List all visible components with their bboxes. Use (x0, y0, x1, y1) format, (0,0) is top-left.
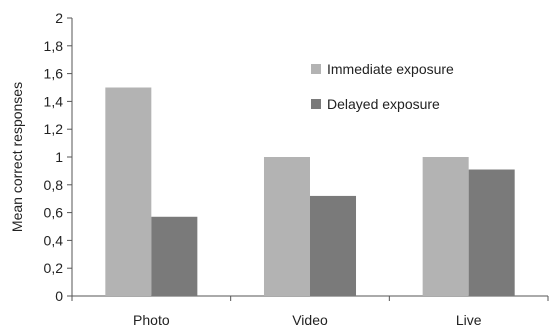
y-axis: 0 0,2 0,4 0,6 0,8 1 1,2 1,4 1,6 1,8 2 (44, 10, 73, 304)
bar-delayed-video (310, 195, 357, 296)
y-tick-label: 1,6 (44, 66, 64, 82)
y-tick-label: 1,2 (44, 121, 64, 137)
bar-immediate-live (422, 157, 469, 296)
y-axis-title: Mean correct responses (9, 82, 25, 232)
y-tick-label: 0,6 (44, 205, 64, 221)
x-tick-label: Video (292, 312, 328, 328)
bar-immediate-video (263, 157, 310, 296)
x-tick-label: Photo (133, 312, 170, 328)
y-tick-label: 0 (55, 288, 63, 304)
bar-delayed-photo (151, 216, 198, 296)
x-tick-label: Live (456, 312, 482, 328)
legend-label: Delayed exposure (327, 96, 440, 112)
y-tick-label: 1,4 (44, 93, 64, 109)
y-tick-label: 1 (55, 149, 63, 165)
y-tick-label: 0,4 (44, 232, 64, 248)
y-tick-label: 2 (55, 10, 63, 26)
bars (105, 87, 515, 296)
y-tick-label: 0,2 (44, 260, 64, 276)
legend-swatch (311, 99, 321, 109)
y-tick-label: 0,8 (44, 177, 64, 193)
y-tick-label: 1,8 (44, 38, 64, 54)
bar-delayed-live (468, 169, 515, 296)
legend-label: Immediate exposure (327, 61, 454, 77)
legend-swatch (311, 64, 321, 74)
x-axis: Photo Video Live (71, 295, 549, 328)
legend: Immediate exposure Delayed exposure (311, 61, 454, 112)
bar-immediate-photo (105, 87, 152, 296)
